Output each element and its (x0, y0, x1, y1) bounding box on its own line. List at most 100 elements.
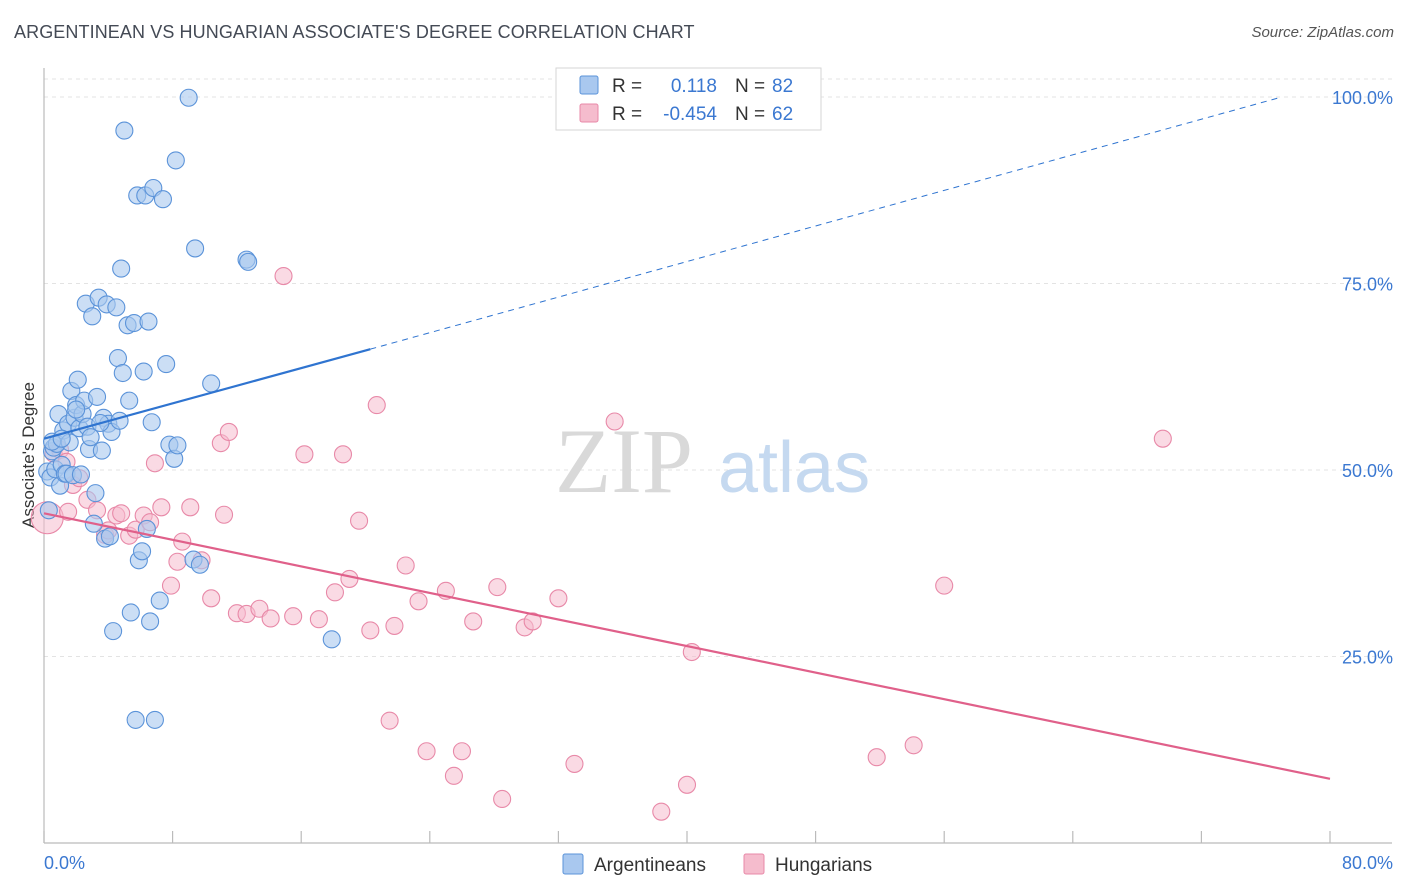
hungarians-point (350, 511, 369, 530)
hungarians-point (652, 802, 671, 821)
hungarians-point (452, 742, 472, 761)
x-tick-label-min: 0.0% (44, 853, 85, 873)
watermark-zip: ZIP (555, 410, 693, 512)
hungarians-point (549, 589, 568, 608)
hungarians-point (935, 576, 954, 595)
legend-item-hungarians[interactable]: Hungarians (775, 855, 872, 876)
legend-swatch-blue (579, 75, 599, 95)
hungarians-point (168, 552, 187, 571)
argentineans-point (120, 391, 139, 410)
hungarians-point (523, 612, 542, 631)
argentineans-point (107, 298, 126, 317)
y-axis-label: Associate's Degree (19, 382, 38, 528)
hungarians-point (367, 396, 386, 415)
hungarians-point (333, 445, 353, 464)
hungarians-point (417, 742, 436, 761)
hungarians-point (181, 498, 200, 517)
hungarians-point (214, 505, 234, 524)
legend-n-label-1: N = (735, 76, 765, 97)
legend-item-argentineans[interactable]: Argentineans (594, 855, 706, 876)
argentineans-point (142, 413, 161, 432)
argentineans-point (92, 441, 111, 460)
argentineans-point (126, 710, 145, 729)
hungarians-point (145, 454, 164, 473)
argentineans-point (150, 591, 169, 610)
hungarians-point (444, 766, 463, 785)
series-legend: Argentineans Hungarians (562, 853, 872, 876)
argentineans-point (179, 88, 198, 107)
y-tick-label: 50.0% (1342, 461, 1393, 481)
hungarians-point (202, 589, 221, 608)
argentineans-point (153, 190, 173, 209)
argentineans-point (157, 355, 176, 374)
hungarians-point (161, 576, 181, 595)
x-tick-labels: 0.0% 80.0% (44, 853, 1393, 873)
hungarians-point (59, 502, 78, 521)
hungarians-points (30, 266, 1172, 821)
argentineans-point (168, 436, 187, 455)
argentineans-point (110, 411, 129, 430)
hungarians-point (677, 775, 697, 794)
hungarians-point (112, 504, 131, 523)
argentineans-point (115, 121, 134, 140)
legend-item-argentineans-swatch[interactable] (562, 853, 584, 875)
argentineans-point (322, 630, 341, 649)
argentineans-point (166, 151, 185, 170)
argentineans-point (145, 710, 164, 729)
source-label: Source: ZipAtlas.com (1251, 24, 1394, 41)
hungarians-point (309, 610, 328, 629)
argentineans-point (134, 362, 153, 381)
argentineans-point (121, 603, 140, 622)
legend-n-label-2: N = (735, 104, 765, 125)
legend-n-value-1: 82 (772, 76, 793, 97)
legend-item-hungarians-swatch[interactable] (743, 853, 765, 875)
trend-lines (43, 96, 1331, 780)
argentineans-point (67, 400, 86, 419)
hungarians-point (385, 616, 404, 635)
y-tick-label: 75.0% (1342, 275, 1393, 295)
hungarians-point (361, 621, 380, 640)
hungarians-point (274, 266, 293, 286)
hungarians-point (152, 498, 171, 517)
y-tick-label: 100.0% (1332, 88, 1393, 108)
hungarians-point (380, 711, 399, 730)
chart-title: ARGENTINEAN VS HUNGARIAN ASSOCIATE'S DEG… (14, 22, 695, 42)
argentineans-point (112, 259, 131, 278)
hungarians-point (493, 789, 512, 809)
hungarians-point (340, 569, 359, 588)
argentineans-point (139, 312, 158, 331)
hungarians-point (295, 445, 314, 464)
y-tick-labels: 25.0% 50.0% 75.0% 100.0% (1332, 88, 1393, 668)
argentineans-point (202, 374, 221, 393)
argentineans-point (239, 252, 258, 271)
argentineans-point (133, 542, 152, 561)
hungarians-point (464, 612, 483, 631)
argentineans-point (83, 307, 102, 326)
x-tick-label-max: 80.0% (1342, 853, 1393, 873)
argentineans-point (104, 622, 123, 641)
hungarians-point (325, 583, 345, 602)
hungarians-point (284, 607, 303, 626)
argentineans-point (86, 484, 105, 503)
argentineans-point (141, 612, 160, 631)
hungarians-point (904, 736, 923, 755)
argentineans-point (81, 428, 100, 447)
argentineans-point (190, 555, 209, 574)
argentineans-point (87, 387, 107, 406)
legend-swatch-pink (579, 103, 599, 123)
watermark-atlas: atlas (718, 428, 870, 508)
hungarians-point (396, 556, 415, 575)
hungarians-point (261, 609, 280, 628)
hungarians-point (565, 754, 584, 773)
hungarians-point (488, 578, 507, 597)
watermark: ZIP atlas (555, 410, 870, 512)
hungarians-point (219, 422, 238, 442)
legend-box (555, 67, 822, 131)
hungarians-point (605, 412, 624, 431)
argentineans-point (186, 239, 205, 258)
legend-n-value-2: 62 (772, 104, 793, 125)
hungarians-trend-line (43, 512, 1331, 780)
argentineans-trend-line (43, 348, 371, 440)
gridlines (44, 78, 1392, 657)
